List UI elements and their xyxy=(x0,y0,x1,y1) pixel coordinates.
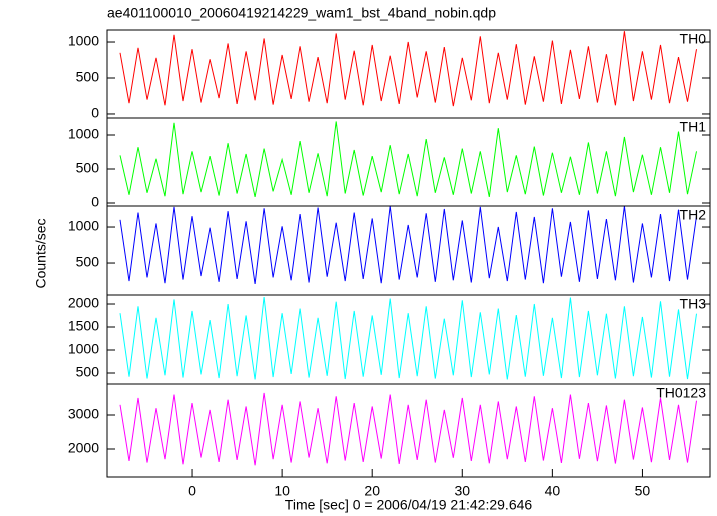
data-line xyxy=(119,297,697,380)
x-tick-label: 40 xyxy=(545,483,561,499)
y-tick-label: 1000 xyxy=(68,126,99,142)
data-line xyxy=(119,206,697,284)
y-tick-label: 500 xyxy=(76,160,100,176)
panel-frame xyxy=(106,117,711,207)
y-tick-label: 2000 xyxy=(68,440,99,456)
y-tick-label: 1500 xyxy=(68,318,99,334)
legend-label: TH2 xyxy=(680,207,707,223)
legend-label: TH1 xyxy=(680,119,707,135)
x-tick-label: 30 xyxy=(454,483,470,499)
x-tick-label: 20 xyxy=(364,483,380,499)
y-tick-label: 2000 xyxy=(68,295,99,311)
legend-label: TH0 xyxy=(680,31,707,47)
y-tick-label: 500 xyxy=(76,254,100,270)
y-tick-label: 0 xyxy=(91,194,99,210)
y-tick-label: 1000 xyxy=(68,341,99,357)
x-tick-label: 50 xyxy=(635,483,651,499)
y-axis-label: Counts/sec xyxy=(33,218,49,288)
data-line xyxy=(119,31,697,107)
y-tick-label: 1000 xyxy=(68,33,99,49)
legend-label: TH3 xyxy=(680,296,707,312)
y-tick-label: 500 xyxy=(76,364,100,380)
panel-frame xyxy=(106,383,711,478)
chart-title: ae401100010_20060419214229_wam1_bst_4ban… xyxy=(107,5,496,21)
x-axis-label: Time [sec] 0 = 2006/04/19 21:42:29.646 xyxy=(285,497,533,513)
data-line xyxy=(119,121,697,198)
data-line xyxy=(119,392,697,466)
legend-label: TH0123 xyxy=(656,385,706,401)
x-tick-label: 10 xyxy=(274,483,290,499)
panel-frame xyxy=(106,294,711,385)
x-tick-label: 0 xyxy=(188,483,196,499)
y-tick-label: 500 xyxy=(76,69,100,85)
y-tick-label: 0 xyxy=(91,105,99,121)
y-tick-label: 1000 xyxy=(68,218,99,234)
y-tick-label: 3000 xyxy=(68,406,99,422)
